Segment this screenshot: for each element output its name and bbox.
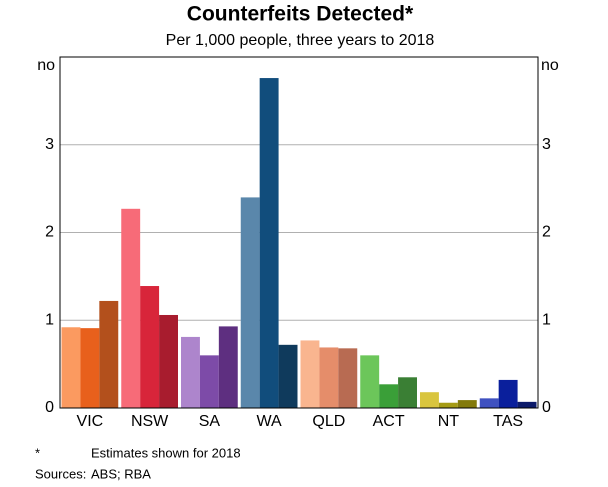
- bar: [517, 401, 537, 408]
- bar: [140, 286, 160, 408]
- bar: [319, 347, 339, 408]
- bar: [199, 355, 219, 408]
- bar: [498, 379, 518, 408]
- bar: [398, 377, 417, 408]
- y-tick-label: 3: [45, 136, 54, 153]
- x-tick-label: ACT: [373, 413, 405, 430]
- y-unit-left: no: [37, 57, 55, 74]
- bar: [159, 314, 178, 408]
- bar: [457, 400, 477, 408]
- bar: [218, 326, 238, 408]
- bar: [300, 340, 320, 408]
- bar: [259, 78, 279, 408]
- bar: [338, 348, 358, 408]
- y-tick-label: 0: [45, 399, 54, 416]
- bar: [420, 392, 439, 408]
- x-tick-label: NSW: [131, 413, 169, 430]
- bar: [379, 384, 399, 408]
- chart-subtitle: Per 1,000 people, three years to 2018: [166, 32, 435, 49]
- y-tick-label-right: 3: [542, 136, 551, 153]
- y-unit-right: no: [541, 57, 559, 74]
- bar: [99, 300, 119, 408]
- sources-label: Sources:: [35, 466, 86, 481]
- y-tick-label-right: 2: [542, 224, 551, 241]
- bar: [360, 355, 380, 408]
- sources-text: ABS; RBA: [91, 466, 151, 481]
- plot-frame: [59, 56, 539, 409]
- chart-title: Counterfeits Detected*: [187, 3, 414, 26]
- y-tick-label-right: 0: [542, 399, 551, 416]
- bar: [61, 327, 81, 408]
- bar: [240, 197, 260, 408]
- footnote-text: Estimates shown for 2018: [91, 445, 241, 460]
- x-tick-label: QLD: [312, 413, 345, 430]
- x-tick-label: TAS: [493, 413, 523, 430]
- y-tick-label: 1: [45, 311, 54, 328]
- bar: [438, 402, 458, 408]
- footnote-marker: *: [35, 445, 40, 460]
- bar: [181, 336, 200, 408]
- plot-area: [60, 78, 538, 409]
- x-tick-label: NT: [438, 413, 460, 430]
- y-tick-label-right: 1: [542, 311, 551, 328]
- x-tick-label: SA: [199, 413, 221, 430]
- bar: [80, 328, 100, 408]
- x-tick-label: VIC: [77, 413, 104, 430]
- bar: [278, 344, 298, 408]
- bar: [121, 208, 141, 408]
- bar: [479, 398, 499, 408]
- y-tick-label: 2: [45, 224, 54, 241]
- x-tick-label: WA: [257, 413, 283, 430]
